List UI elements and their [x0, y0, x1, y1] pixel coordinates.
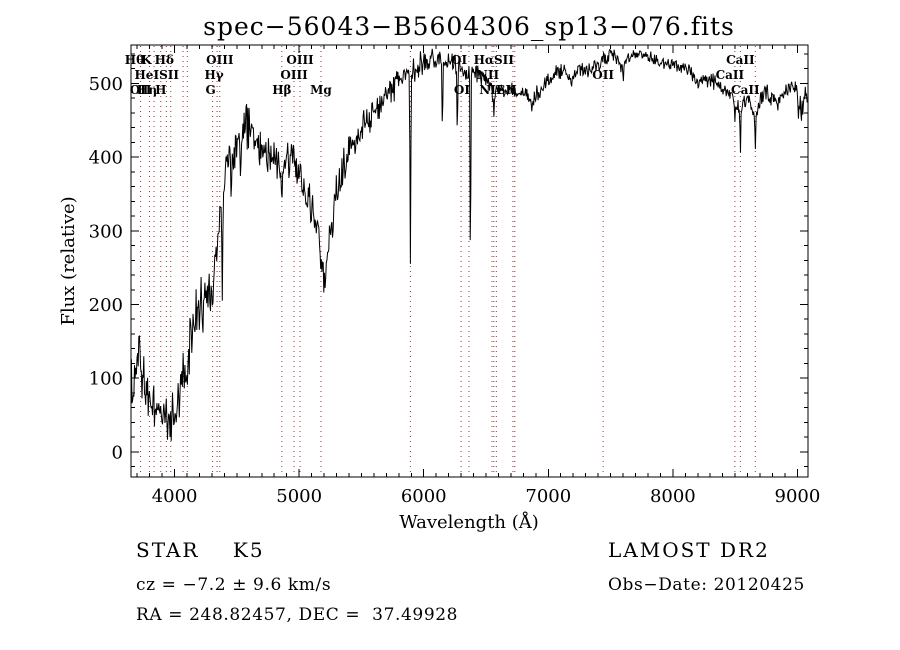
obs-date-text: Obs−Date: 20120425 — [608, 575, 805, 595]
y-tick-label: 200 — [89, 295, 123, 316]
spectral-line-label: SII — [494, 53, 514, 67]
spectral-line-label: Hη — [137, 83, 157, 97]
x-axis-title: Wavelength (Å) — [399, 511, 539, 533]
ra-dec-text: RA = 248.82457, DEC = 37.49928 — [136, 605, 459, 625]
spectral-line-label: Mg — [310, 83, 332, 97]
line-markers-layer — [140, 46, 756, 476]
spectral-line-label: OIII — [286, 53, 314, 67]
spectral-line-label: G — [205, 83, 215, 97]
x-tick-label: 7000 — [525, 486, 571, 507]
spectral-line-label: SII — [159, 68, 179, 82]
y-tick-label: 100 — [89, 369, 123, 390]
plot-title: spec−56043−B5604306_sp13−076.fits — [203, 12, 735, 41]
y-tick-label: 300 — [89, 221, 123, 242]
x-tick-label: 6000 — [401, 486, 447, 507]
spectral-line-label: CaII — [726, 53, 755, 67]
spectral-line-label: OII — [592, 68, 614, 82]
spectral-line-label: OIII — [280, 68, 308, 82]
spectral-line-label: Hγ — [204, 68, 223, 82]
y-tick-label: 500 — [89, 74, 123, 95]
spectrum-trace — [130, 48, 808, 441]
x-tick-label: 5000 — [276, 486, 322, 507]
spectral-line-label: OIII — [206, 53, 234, 67]
spectral-line-label: Hβ — [272, 83, 291, 97]
y-tick-label: 400 — [89, 148, 123, 169]
spectral-line-label: H — [155, 83, 166, 97]
x-tick-label: 8000 — [650, 486, 696, 507]
y-tick-label: 0 — [112, 442, 123, 463]
cz-text: cz = −7.2 ± 9.6 km/s — [136, 575, 332, 595]
spectral-line-label: HeI — [134, 68, 159, 82]
object-class-text: STAR K5 — [136, 538, 265, 562]
plot-border — [130, 44, 809, 478]
axes-layer: 4000 5000 6000 7000 8000 9000 0 100 200 300 400 500 — [89, 44, 821, 507]
spectral-line-label: NII — [477, 68, 500, 82]
survey-text: LAMOST DR2 — [608, 538, 770, 562]
spectral-line-label: Hθ — [125, 53, 144, 67]
spectral-line-label: K — [141, 53, 152, 67]
spectral-line-label: Hα — [474, 53, 495, 67]
spectral-line-label: CaII — [716, 68, 745, 82]
spectral-line-label: CaII — [731, 83, 760, 97]
x-tick-label: 4000 — [152, 486, 198, 507]
line-labels-layer: OIIHθHηHeIKHSIIHδGHγOIIIHβOIIIOIIIMgOIOI… — [125, 53, 760, 97]
y-axis-title: Flux (relative) — [58, 196, 79, 325]
spectral-line-label: Hδ — [155, 53, 174, 67]
spectral-line-label: OII — [130, 83, 152, 97]
x-tick-label: 9000 — [775, 486, 821, 507]
